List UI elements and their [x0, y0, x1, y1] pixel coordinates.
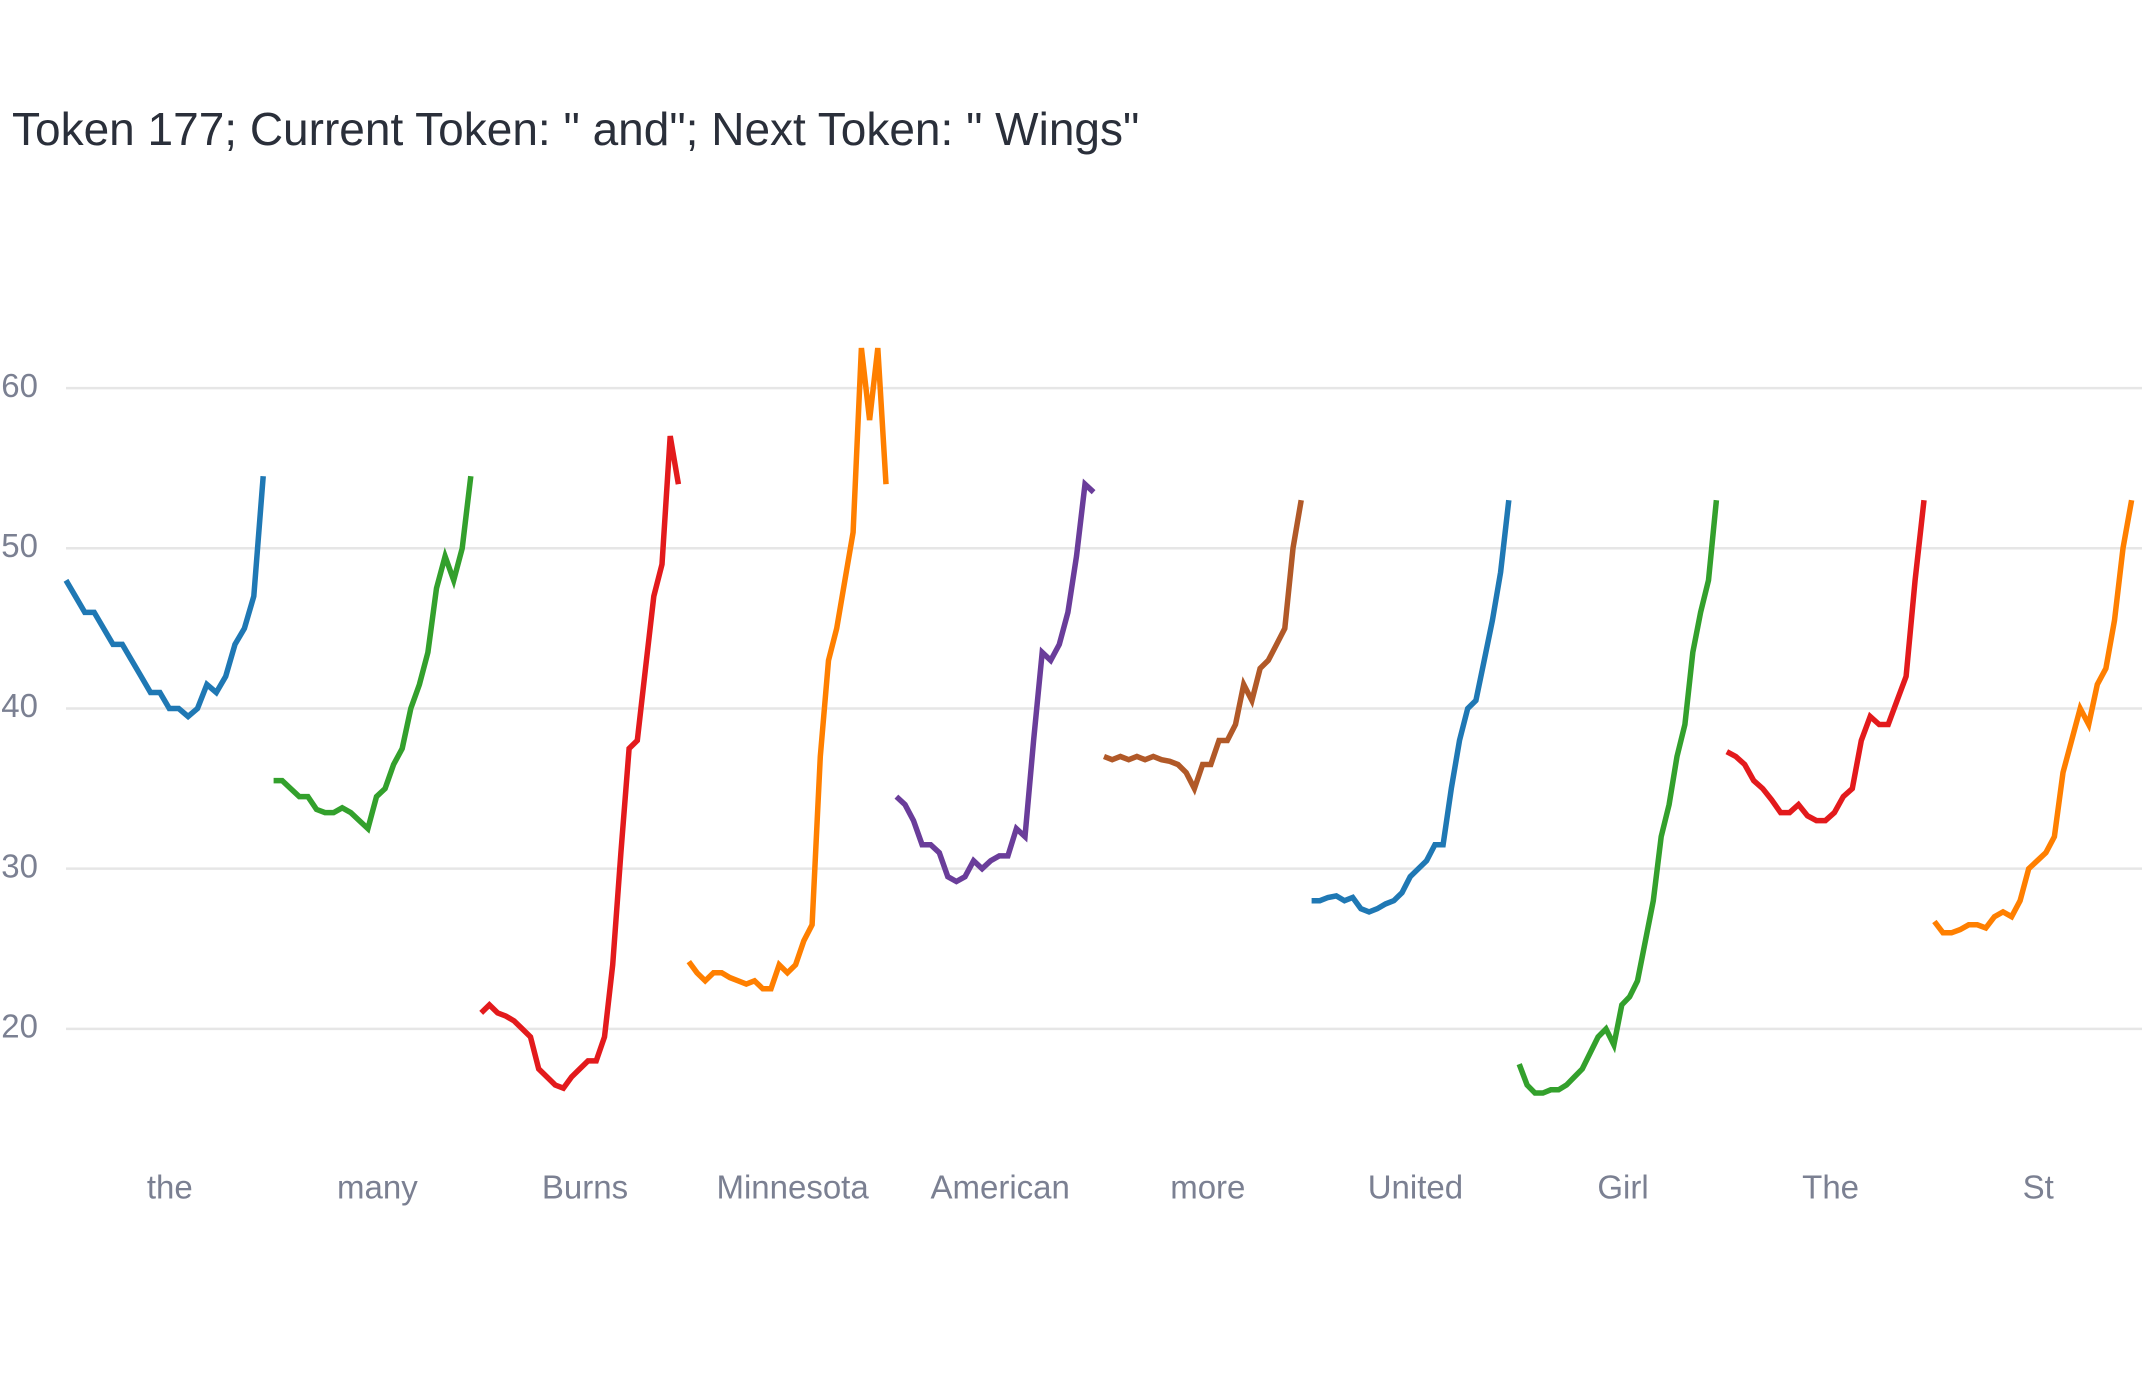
- y-tick-label: 20: [1, 1008, 38, 1045]
- x-tick-label: United: [1368, 1169, 1463, 1206]
- series-line: [63, 475, 266, 721]
- x-tick-label: Burns: [542, 1169, 628, 1206]
- x-tick-label: St: [2023, 1169, 2054, 1206]
- y-tick-label: 30: [1, 847, 38, 884]
- series-line: [479, 435, 682, 1092]
- y-tick-label: 60: [1, 367, 38, 404]
- chart-title: Token 177; Current Token: " and"; Next T…: [12, 103, 1139, 155]
- x-tick-label: The: [1802, 1169, 1859, 1206]
- y-tick-label: 50: [1, 527, 38, 564]
- series-line: [1516, 499, 1720, 1096]
- x-tick-label: American: [931, 1169, 1070, 1206]
- x-tick-label: many: [337, 1169, 418, 1206]
- series-line: [1932, 499, 2135, 936]
- series-line: [1725, 499, 1927, 824]
- series-line: [894, 478, 1096, 885]
- x-tick-label: Girl: [1597, 1169, 1648, 1206]
- series-line: [273, 475, 474, 834]
- y-tick-label: 40: [1, 687, 38, 724]
- x-tick-label: the: [147, 1169, 193, 1206]
- series-line: [686, 347, 889, 992]
- x-tick-label: more: [1170, 1169, 1245, 1206]
- x-tick-label: Minnesota: [716, 1169, 869, 1206]
- series-line: [1103, 499, 1304, 796]
- series-line: [1311, 499, 1512, 915]
